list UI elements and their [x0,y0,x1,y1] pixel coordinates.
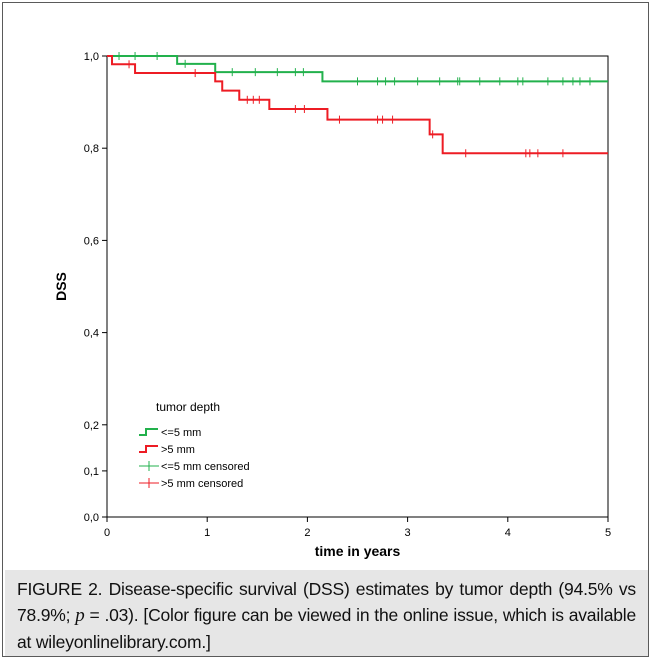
legend-entry-0: <=5 mm [139,427,201,439]
x-tick-label: 4 [505,527,511,539]
legend-entry-1: >5 mm [139,444,195,456]
series-1-group [107,56,608,157]
legend-label: >5 mm censored [161,478,243,490]
legend-swatch [139,429,158,435]
y-tick-label: 0,6 [84,235,99,247]
y-tick-label: 1,0 [84,51,99,63]
x-tick-label: 3 [405,527,411,539]
x-tick-label: 2 [304,527,310,539]
legend-title: tumor depth [156,400,220,414]
y-tick-label: 0,0 [84,512,99,524]
survival-chart: 0,0 0,1 0,2 0,4 0,6 0,8 1,0 0 1 2 3 4 5 time in years… [3,3,648,569]
legend-label: >5 mm [161,444,195,456]
x-tick-label: 5 [605,527,611,539]
legend-entry-2: <=5 mm censored [139,461,250,473]
x-tick-label: 0 [104,527,110,539]
legend-label: <=5 mm censored [161,461,250,473]
legend-label: <=5 mm [161,427,201,439]
caption-p-symbol: p [75,605,84,626]
series-0-group [107,52,608,85]
caption-text-b: = .03). [Color figure can be viewed in t… [17,605,636,652]
figure-caption: FIGURE 2. Disease-specific survival (DSS… [5,570,648,656]
chart-area: 0,0 0,1 0,2 0,4 0,6 0,8 1,0 0 1 2 3 4 5 time in years… [3,3,648,569]
legend-swatch [139,446,158,452]
series-line-1 [107,56,608,153]
caption-figure-label: FIGURE 2. [17,579,102,599]
y-tick-label: 0,8 [84,143,99,155]
y-axis-title: DSS [53,272,69,301]
x-tick-label: 1 [204,527,210,539]
y-tick-label: 0,1 [84,466,99,478]
y-tick-label: 0,4 [84,328,99,340]
legend-entry-3: >5 mm censored [139,478,243,490]
y-tick-label: 0,2 [84,420,99,432]
x-axis-title: time in years [315,543,401,559]
